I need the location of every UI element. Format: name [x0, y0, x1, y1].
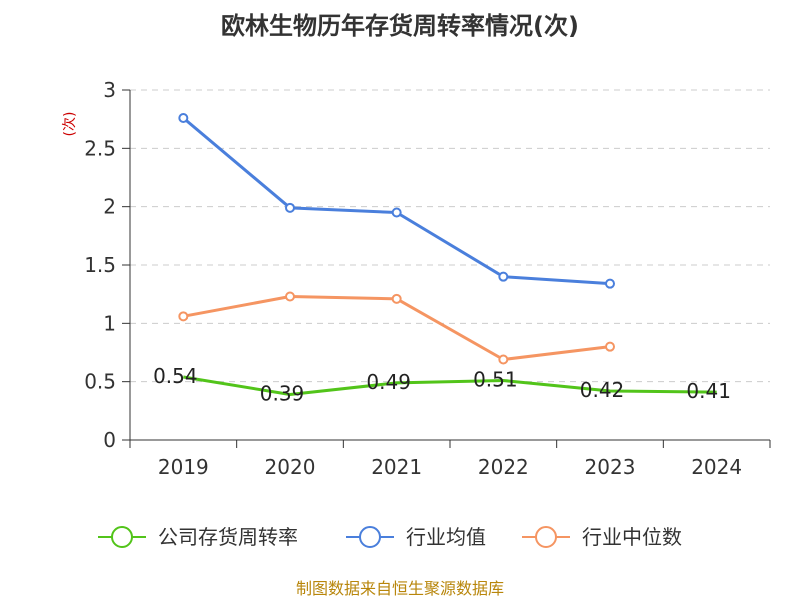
data-label: 0.51 — [473, 368, 518, 392]
legend-label: 公司存货周转率 — [158, 525, 298, 549]
legend-marker — [111, 526, 133, 548]
legend-item-0: 公司存货周转率 — [98, 525, 298, 549]
y-tick-label: 0 — [103, 428, 116, 452]
legend-label: 行业均值 — [406, 525, 486, 549]
axes — [122, 89, 771, 448]
data-label: 0.54 — [153, 364, 198, 388]
series-line — [182, 116, 611, 286]
x-tick-label: 2024 — [691, 455, 742, 479]
series-layer — [178, 113, 717, 396]
series-1 — [178, 113, 615, 289]
legend-marker — [359, 526, 381, 548]
grid-lines — [130, 89, 770, 383]
data-labels: 0.54 0.39 0.49 0.51 0.42 0.41 — [153, 364, 731, 406]
data-point — [178, 113, 189, 123]
x-tick-labels: 2019 2020 2021 2022 2023 2024 — [158, 455, 742, 479]
data-point — [605, 341, 615, 352]
y-tick-label: 1.5 — [84, 253, 116, 277]
data-point — [285, 202, 295, 213]
legend: 公司存货周转率 行业均值 行业中位数 — [98, 525, 682, 549]
data-point — [285, 291, 295, 302]
y-tick-labels: 0 0.5 1 1.5 2 2.5 3 — [84, 78, 116, 452]
series-0 — [183, 375, 717, 396]
data-point — [391, 293, 402, 304]
series-line — [183, 375, 717, 396]
legend-item-2: 行业中位数 — [522, 525, 682, 549]
data-point — [605, 278, 615, 289]
y-tick-label: 2.5 — [84, 136, 116, 160]
legend-marker — [535, 526, 557, 548]
series-2 — [178, 291, 615, 365]
legend-label: 行业中位数 — [582, 525, 682, 549]
legend-item-1: 行业均值 — [346, 525, 486, 549]
data-label: 0.42 — [580, 378, 625, 402]
data-point — [498, 271, 509, 282]
x-tick-label: 2023 — [585, 455, 636, 479]
data-label: 0.41 — [686, 379, 731, 403]
x-tick-label: 2019 — [158, 455, 209, 479]
y-tick-label: 2 — [103, 195, 116, 219]
data-point — [178, 311, 189, 322]
y-tick-label: 1 — [103, 311, 116, 335]
y-tick-label: 0.5 — [84, 370, 116, 394]
data-point — [498, 354, 509, 365]
x-tick-label: 2020 — [265, 455, 316, 479]
x-tick-label: 2022 — [478, 455, 529, 479]
chart-title: 欧林生物历年存货周转率情况(次) — [221, 12, 579, 40]
data-label: 0.39 — [260, 382, 305, 406]
y-axis-label: (次) — [62, 112, 78, 137]
x-tick-label: 2021 — [371, 455, 422, 479]
y-tick-label: 3 — [103, 78, 116, 102]
source-footer: 制图数据来自恒生聚源数据库 — [296, 579, 504, 598]
data-point — [391, 207, 402, 218]
series-line — [183, 295, 611, 361]
data-label: 0.49 — [366, 370, 411, 394]
